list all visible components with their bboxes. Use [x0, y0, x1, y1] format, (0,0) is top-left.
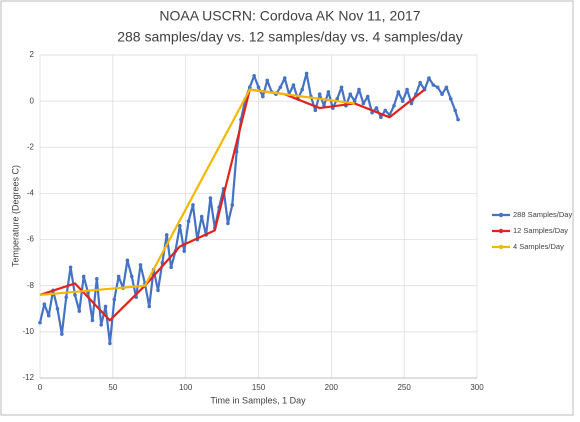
point	[95, 276, 99, 281]
legend-marker	[498, 212, 504, 218]
x-axis-label: Time in Samples, 1 Day	[210, 395, 306, 405]
point	[156, 288, 160, 293]
x-tick-label: 150	[252, 383, 266, 392]
point	[138, 263, 143, 267]
y-tick-label: -12	[22, 373, 34, 382]
point	[103, 304, 108, 309]
point	[73, 293, 77, 297]
chart-subtitle: 288 samples/day vs. 12 samples/day vs. 4…	[117, 29, 463, 45]
point	[46, 313, 51, 318]
point	[304, 71, 309, 76]
point	[379, 115, 383, 120]
point	[278, 85, 283, 90]
y-tick-label: -8	[27, 281, 35, 290]
point	[99, 323, 103, 327]
point	[352, 99, 357, 103]
series-line	[39, 88, 355, 297]
point	[374, 106, 379, 110]
point	[405, 87, 409, 92]
point	[383, 108, 388, 113]
point	[361, 101, 366, 106]
point	[64, 295, 69, 300]
point	[169, 265, 173, 270]
point	[365, 94, 370, 99]
point	[178, 223, 182, 228]
y-tick-label: 0	[30, 96, 35, 105]
legend-label: 288 Samples/Day	[513, 210, 572, 219]
y-tick-label: -10	[22, 327, 34, 336]
point	[108, 341, 112, 346]
y-tick-label: -6	[27, 235, 35, 244]
point	[326, 90, 331, 94]
point	[435, 85, 440, 90]
point	[282, 76, 287, 80]
point	[431, 83, 436, 87]
point	[247, 85, 252, 90]
point	[448, 97, 453, 101]
point	[252, 73, 256, 78]
x-tick-label: 50	[108, 383, 117, 392]
point	[68, 265, 73, 270]
point	[339, 85, 344, 90]
point	[392, 103, 396, 108]
x-tick-label: 200	[325, 383, 339, 392]
legend-marker	[498, 244, 504, 250]
point	[335, 97, 339, 101]
x-tick-label: 250	[397, 383, 411, 392]
point	[396, 90, 401, 94]
point	[38, 320, 42, 325]
point	[77, 309, 82, 313]
point	[55, 306, 60, 311]
chart-title: NOAA USCRN: Cordova AK Nov 11, 2017	[159, 8, 420, 24]
point	[186, 219, 191, 223]
legend-label: 4 Samples/Day	[513, 242, 564, 251]
point	[409, 101, 414, 106]
y-tick-label: -4	[27, 189, 35, 198]
point	[60, 332, 64, 336]
legend-label: 12 Samples/Day	[513, 226, 568, 235]
x-tick-label: 300	[470, 383, 484, 392]
point	[427, 76, 431, 80]
point	[444, 85, 449, 90]
point	[400, 99, 405, 103]
point	[418, 80, 422, 85]
y-axis-label: Temperature (Degrees C)	[10, 165, 20, 267]
point	[234, 150, 239, 154]
point	[199, 214, 204, 219]
point	[261, 94, 265, 99]
series-line	[39, 88, 426, 322]
x-tick-label: 100	[179, 383, 193, 392]
point	[147, 304, 152, 309]
point	[230, 203, 235, 207]
point	[348, 92, 353, 97]
point	[226, 221, 230, 226]
point	[357, 87, 361, 92]
point	[129, 274, 134, 279]
point	[453, 108, 457, 113]
point	[90, 318, 95, 323]
point	[313, 108, 318, 113]
point	[164, 233, 169, 237]
y-tick-label: -2	[27, 142, 35, 151]
point	[440, 92, 444, 97]
point	[208, 196, 213, 200]
y-tick-label: 2	[30, 50, 35, 59]
point	[182, 249, 187, 253]
point	[256, 85, 261, 90]
point	[317, 92, 322, 97]
legend-marker	[498, 228, 504, 234]
point	[191, 203, 195, 207]
point	[42, 302, 47, 306]
point	[116, 274, 121, 279]
x-tick-label: 0	[38, 383, 43, 392]
point	[125, 258, 130, 263]
point	[81, 274, 86, 279]
point	[112, 297, 117, 302]
point	[300, 87, 305, 92]
point	[291, 83, 296, 87]
point	[265, 78, 270, 83]
point	[456, 117, 460, 122]
frame	[0, 0, 574, 416]
